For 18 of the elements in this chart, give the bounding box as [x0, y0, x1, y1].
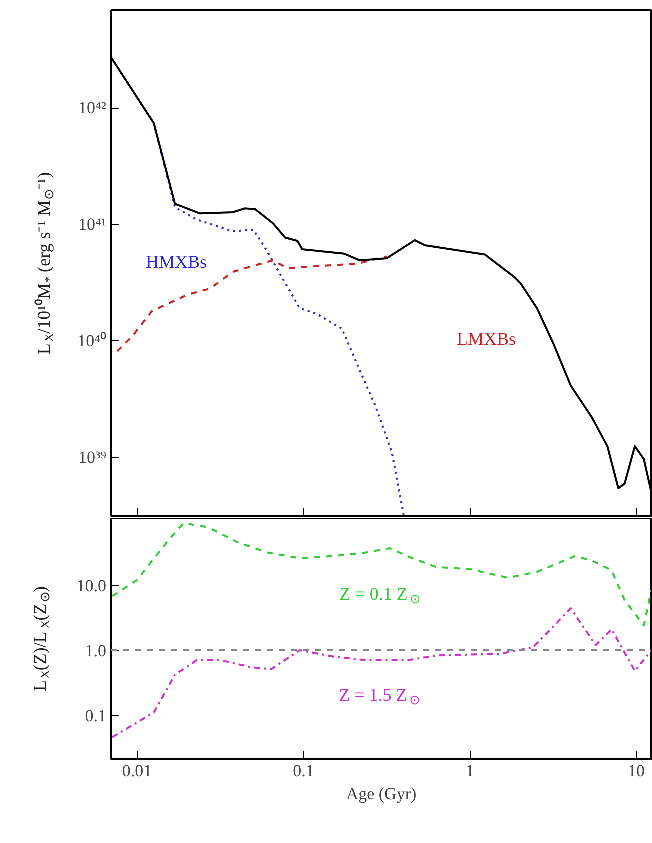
- x-tick-label: 1: [466, 762, 474, 780]
- y-axis-title: LX(Z)/LX(Z⊙): [30, 586, 52, 692]
- x-tick-label: 0.01: [122, 762, 152, 780]
- y-tick-label: 1.0: [85, 641, 106, 660]
- x-axis-title: Age (Gyr): [346, 784, 417, 804]
- series-label: Z = 1.5 Z⊙: [339, 684, 421, 708]
- text: LMXBs: [456, 328, 516, 349]
- y-tick-label: 10.0: [76, 576, 106, 596]
- y-tick-label: 10³⁹: [78, 448, 107, 467]
- y-tick-label: 10⁴²: [78, 98, 107, 118]
- x-tick-label: 0.1: [293, 762, 314, 780]
- y-axis-title: LX/10¹⁰M* (erg s⁻¹ M⊙⁻¹): [34, 172, 56, 355]
- y-tick-label: 10⁴¹: [78, 215, 107, 234]
- y-tick-label: 0.1: [85, 706, 106, 726]
- x-tick-label: 10: [628, 762, 646, 780]
- y-tick-label: 10⁴⁰: [78, 331, 107, 350]
- series-label: Z = 0.1 Z⊙: [340, 584, 422, 606]
- series-label: HMXBs: [146, 252, 207, 272]
